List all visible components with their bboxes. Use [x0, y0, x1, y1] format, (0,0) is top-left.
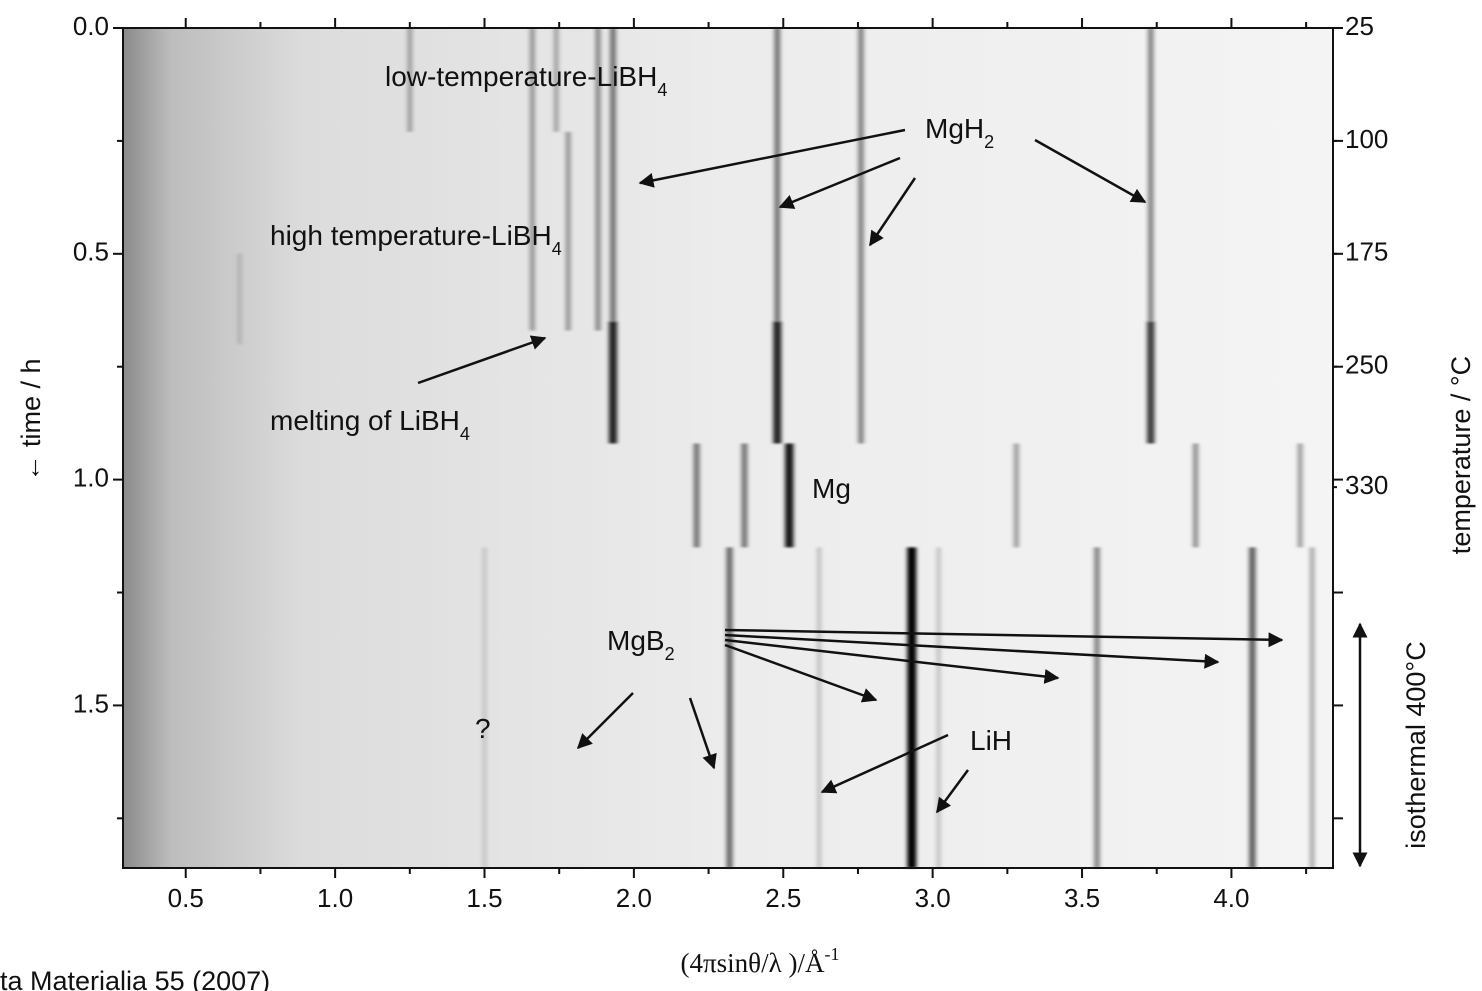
streak — [553, 28, 559, 132]
annotation-text: melting of LiBH — [270, 405, 460, 436]
y-tick-label: 0.0 — [73, 11, 109, 41]
y2-tick-label: 175 — [1345, 237, 1388, 267]
streak — [407, 28, 413, 132]
arrows — [417, 128, 1368, 868]
streak — [482, 547, 487, 868]
streak — [936, 547, 941, 868]
annotation: MgB2 — [607, 625, 675, 664]
x-axis-label-text: (4πsinθ/λ )/Å — [681, 948, 825, 978]
x-tick-label: 3.0 — [915, 883, 951, 913]
y2-tick-label: 330 — [1345, 470, 1388, 500]
streak — [693, 443, 700, 548]
streak — [785, 443, 794, 548]
annotation: MgH2 — [925, 113, 994, 152]
annotation: Mg — [812, 473, 851, 504]
arrow — [935, 769, 970, 814]
x-axis-label: (4πsinθ/λ )/Å-1 — [681, 944, 840, 978]
streak — [1147, 321, 1155, 444]
annotation-sub: 4 — [657, 80, 667, 100]
streak — [1013, 443, 1019, 548]
arrow — [417, 335, 547, 385]
arrow — [724, 638, 1060, 684]
annotation-text: low-temperature-LiBH — [385, 61, 657, 92]
source: ta Materialia 55 (2007) — [0, 966, 270, 991]
x-tick-label: 1.5 — [466, 883, 502, 913]
streak — [595, 28, 601, 331]
annotation: melting of LiBH4 — [270, 405, 470, 444]
streak — [1309, 547, 1315, 868]
arrow — [820, 733, 949, 794]
streak — [1297, 443, 1303, 548]
annotation: high temperature-LiBH4 — [270, 220, 562, 259]
annotation: low-temperature-LiBH4 — [385, 61, 667, 100]
streak — [817, 547, 822, 868]
streak — [1094, 547, 1100, 868]
streak — [1249, 547, 1256, 868]
y-axis-label: ← time / h — [16, 358, 46, 481]
streak — [237, 253, 242, 345]
y2-tick-label: 250 — [1345, 350, 1388, 380]
y2-tick-label: 25 — [1345, 11, 1374, 41]
streak — [726, 547, 733, 868]
y-tick-label: 1.0 — [73, 462, 109, 492]
x-tick-label: 4.0 — [1213, 883, 1249, 913]
streaks — [237, 28, 1315, 868]
annotation-sub: 2 — [984, 132, 994, 152]
arrow — [1034, 138, 1147, 204]
streak — [608, 321, 618, 444]
annotation-sub: 4 — [460, 424, 470, 444]
streak — [609, 28, 616, 322]
annotation-text: LiH — [970, 725, 1012, 756]
y-tick-label: 0.5 — [73, 237, 109, 267]
annotation-text: MgB — [607, 625, 665, 656]
x-tick-label: 1.0 — [317, 883, 353, 913]
streak — [773, 321, 782, 444]
arrow — [778, 156, 901, 209]
x-tick-label: 0.5 — [168, 883, 204, 913]
arrow — [724, 643, 878, 703]
annotation-text: Mg — [812, 473, 851, 504]
annotation-text: MgH — [925, 113, 984, 144]
arrow — [724, 633, 1220, 669]
x-tick-label: 3.5 — [1064, 883, 1100, 913]
streak — [529, 28, 535, 331]
annotation: LiH — [970, 725, 1012, 756]
x-tick-label: 2.0 — [616, 883, 652, 913]
x-axis-label-sup: -1 — [824, 944, 839, 964]
y2-axis-label: temperature / °C — [1446, 356, 1476, 554]
annotation-text: ? — [475, 713, 491, 744]
x-tick-label: 2.5 — [765, 883, 801, 913]
streak — [858, 28, 864, 444]
annotation-sub: 4 — [552, 239, 562, 259]
annotation: ? — [475, 713, 491, 744]
streak — [565, 131, 571, 331]
y2-tick-label: 100 — [1345, 124, 1388, 154]
arrow — [688, 697, 717, 770]
streak — [774, 28, 781, 322]
arrow — [638, 128, 906, 188]
arrow — [724, 628, 1284, 648]
plot-frame — [122, 27, 1334, 869]
streak — [741, 443, 748, 548]
arrow — [576, 692, 634, 750]
streak — [1147, 28, 1154, 322]
arrow — [868, 177, 917, 247]
streak — [907, 547, 917, 868]
axes: 0.5 1.0 1.5 2.0 2.5 3.0 3.5 4.0 0.0 0.5 1.0 1.5 25 10… — [73, 11, 1389, 913]
y-tick-label: 1.5 — [73, 688, 109, 718]
side-note: isothermal 400°C — [1401, 641, 1431, 848]
annotation-sub: 2 — [665, 644, 675, 664]
annotation-text: high temperature-LiBH — [270, 220, 552, 251]
streak — [1192, 443, 1199, 548]
